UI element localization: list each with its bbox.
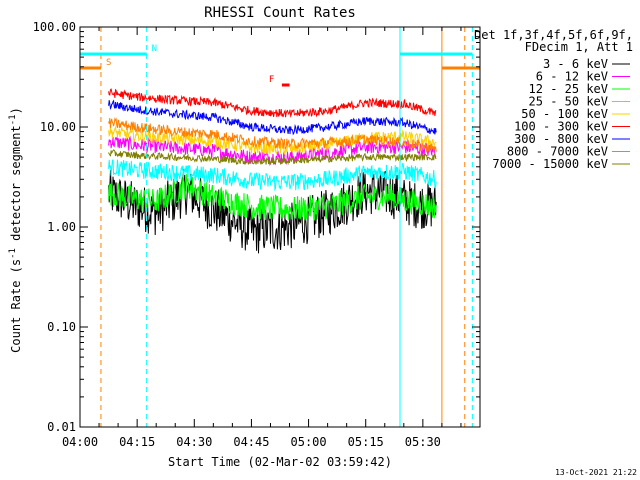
series-line-7 bbox=[108, 117, 437, 153]
series-line-6 bbox=[108, 99, 437, 136]
flag-label-0: S bbox=[106, 58, 111, 68]
legend-label: 800 - 7000 keV bbox=[507, 145, 608, 159]
x-tick-labels: 04:00 04:15 04:30 04:45 05:00 05:15 05:30 bbox=[62, 435, 441, 449]
y-axis-label-part: detector segment bbox=[9, 125, 23, 248]
chart-title: RHESSI Count Rates bbox=[204, 5, 356, 21]
y-axis-label-part: Count Rate (s bbox=[9, 259, 23, 353]
series-line-8 bbox=[108, 149, 437, 167]
y-axis-label: Count Rate (s-1 detector segment-1) bbox=[8, 107, 23, 353]
x-axis-label: Start Time (02-Mar-02 03:59:42) bbox=[168, 455, 392, 469]
series-line-3 bbox=[108, 159, 437, 192]
y-tick-label: 10.00 bbox=[40, 120, 76, 134]
series-layer bbox=[108, 88, 437, 254]
legend-label: 300 - 800 keV bbox=[514, 132, 608, 146]
y-tick-label: 0.01 bbox=[47, 420, 76, 434]
legend-label: 6 - 12 keV bbox=[536, 70, 608, 84]
y-axis-label-superscript: -1 bbox=[8, 114, 18, 125]
legend-label: 12 - 25 keV bbox=[529, 82, 608, 96]
y-axis-label-superscript: -1 bbox=[8, 248, 18, 259]
y-tick-labels: 100.00 10.00 1.00 0.10 0.01 bbox=[33, 20, 76, 434]
y-axis-label-part: ) bbox=[9, 107, 23, 114]
x-tick-label: 04:45 bbox=[233, 435, 269, 449]
legend-label: 50 - 100 keV bbox=[521, 107, 608, 121]
series-line-4 bbox=[108, 125, 437, 155]
y-tick-label: 0.10 bbox=[47, 320, 76, 334]
flag-label-1: N bbox=[152, 44, 157, 54]
x-tick-label: 05:00 bbox=[291, 435, 327, 449]
legend-label: 25 - 50 keV bbox=[529, 95, 608, 109]
y-tick-label: 1.00 bbox=[47, 220, 76, 234]
x-tick-label: 05:15 bbox=[348, 435, 384, 449]
flag-label-2: F bbox=[269, 75, 274, 85]
series-line-2 bbox=[108, 173, 437, 222]
axis-ticks bbox=[79, 27, 480, 428]
flag-layer: S N F bbox=[80, 44, 480, 87]
x-tick-label: 04:15 bbox=[119, 435, 155, 449]
y-tick-label: 100.00 bbox=[33, 20, 76, 34]
legend-header-line-2: FDecim 1, Att 1 bbox=[525, 40, 633, 54]
series-line-5 bbox=[108, 88, 437, 119]
legend-label: 100 - 300 keV bbox=[514, 120, 608, 134]
legend-label: 7000 - 15000 keV bbox=[492, 157, 608, 171]
legend-label: 3 - 6 keV bbox=[543, 57, 608, 71]
legend-header-line-1: Det 1f,3f,4f,5f,6f,9f, bbox=[474, 28, 633, 42]
x-tick-label: 04:30 bbox=[176, 435, 212, 449]
generation-timestamp: 13-Oct-2021 21:22 bbox=[555, 468, 637, 477]
vertical-lines bbox=[79, 27, 473, 427]
x-tick-label: 05:30 bbox=[405, 435, 441, 449]
x-tick-label: 04:00 bbox=[62, 435, 98, 449]
